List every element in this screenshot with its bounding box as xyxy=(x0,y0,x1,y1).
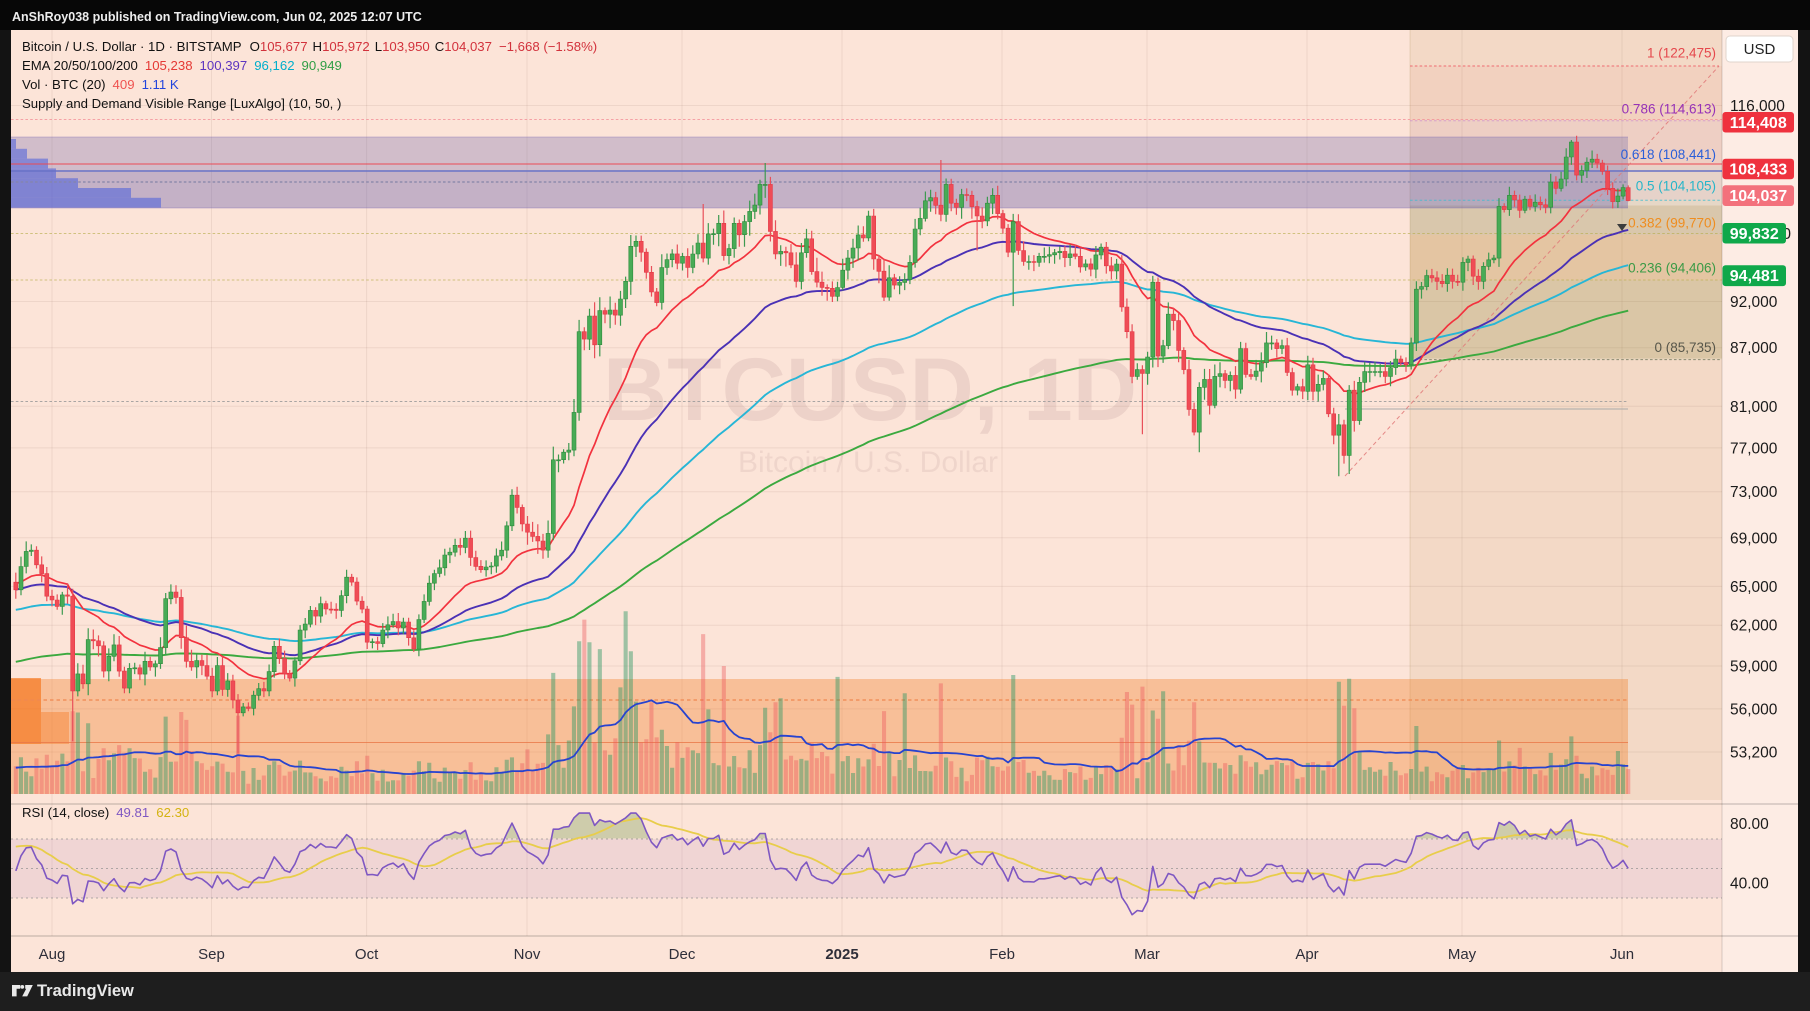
svg-text:Sep: Sep xyxy=(198,946,225,963)
svg-text:Apr: Apr xyxy=(1295,946,1318,963)
svg-text:53,200: 53,200 xyxy=(1730,745,1778,762)
svg-text:Dec: Dec xyxy=(669,946,696,963)
svg-text:Feb: Feb xyxy=(989,946,1015,963)
svg-text:0.382 (99,770): 0.382 (99,770) xyxy=(1628,216,1716,231)
svg-text:Jun: Jun xyxy=(1610,946,1634,963)
svg-text:80.00: 80.00 xyxy=(1730,816,1769,833)
svg-text:81,000: 81,000 xyxy=(1730,399,1778,416)
svg-text:Oct: Oct xyxy=(355,946,379,963)
svg-text:TradingView: TradingView xyxy=(37,982,134,1000)
svg-text:77,000: 77,000 xyxy=(1730,440,1778,457)
svg-text:0.786 (114,613): 0.786 (114,613) xyxy=(1622,102,1716,117)
svg-text:104,037: 104,037 xyxy=(1729,188,1787,205)
svg-text:116,000: 116,000 xyxy=(1730,98,1785,115)
svg-text:108,433: 108,433 xyxy=(1729,162,1787,179)
svg-text:40.00: 40.00 xyxy=(1730,876,1769,893)
svg-text:114,408: 114,408 xyxy=(1730,115,1787,132)
svg-text:0.618 (108,441): 0.618 (108,441) xyxy=(1621,147,1716,162)
svg-text:Bitcoin / U.S. Dollar: Bitcoin / U.S. Dollar xyxy=(738,446,998,479)
svg-text:AnShRoy038 published on Tradin: AnShRoy038 published on TradingView.com,… xyxy=(12,10,422,24)
svg-text:65,000: 65,000 xyxy=(1730,579,1778,596)
svg-text:Aug: Aug xyxy=(39,946,66,963)
svg-text:69,000: 69,000 xyxy=(1730,530,1778,547)
svg-text:92,000: 92,000 xyxy=(1730,294,1778,311)
svg-text:0 (85,735): 0 (85,735) xyxy=(1654,340,1716,355)
svg-text:USD: USD xyxy=(1744,41,1776,58)
svg-text:Supply and Demand Visible Rang: Supply and Demand Visible Range [LuxAlgo… xyxy=(22,96,341,111)
svg-text:May: May xyxy=(1448,946,1477,963)
svg-text:73,000: 73,000 xyxy=(1730,484,1778,501)
svg-text:1 (122,475): 1 (122,475) xyxy=(1647,46,1716,61)
svg-text:BTCUSD, 1D: BTCUSD, 1D xyxy=(603,339,1137,439)
svg-text:94,481: 94,481 xyxy=(1730,268,1779,285)
svg-text:Mar: Mar xyxy=(1134,946,1160,963)
svg-text:59,000: 59,000 xyxy=(1730,659,1778,676)
svg-text:2025: 2025 xyxy=(825,946,858,963)
svg-text:0.236 (94,406): 0.236 (94,406) xyxy=(1628,261,1716,276)
svg-text:99,832: 99,832 xyxy=(1730,226,1779,243)
svg-text:0.5 (104,105): 0.5 (104,105) xyxy=(1636,179,1716,194)
svg-text:62,000: 62,000 xyxy=(1730,618,1778,635)
svg-text:56,000: 56,000 xyxy=(1730,701,1778,718)
svg-text:Nov: Nov xyxy=(514,946,541,963)
svg-text:87,000: 87,000 xyxy=(1730,340,1778,357)
